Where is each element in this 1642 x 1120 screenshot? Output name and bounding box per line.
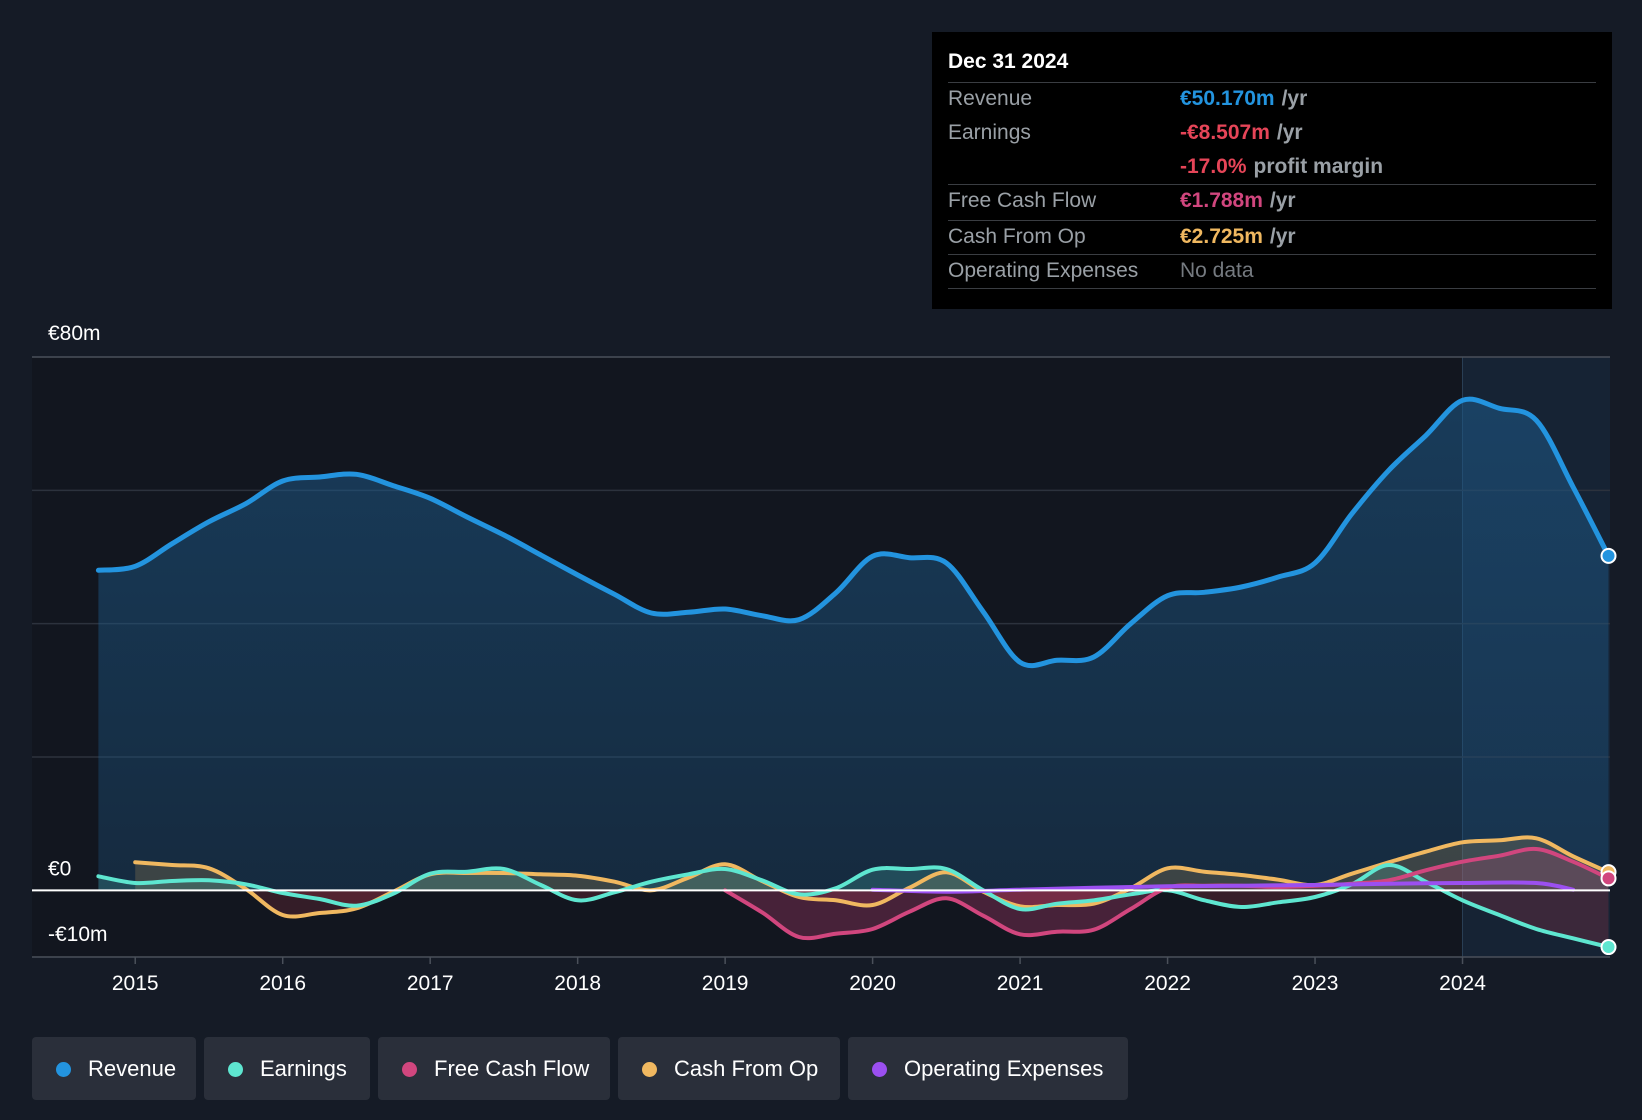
legend-dot-icon bbox=[872, 1062, 887, 1077]
tooltip-row-profit-margin: -17.0% profit margin bbox=[948, 150, 1596, 185]
legend-dot-icon bbox=[402, 1062, 417, 1077]
tooltip-unit: /yr bbox=[1269, 225, 1296, 248]
tooltip-row-cash-from-op: Cash From Op €2.725m/yr bbox=[948, 220, 1596, 255]
revenue-endpoint-marker[interactable] bbox=[1600, 547, 1617, 564]
tooltip-row-revenue: Revenue €50.170m/yr bbox=[948, 82, 1596, 117]
tooltip-panel: Dec 31 2024 Revenue €50.170m/yr Earnings… bbox=[932, 32, 1612, 309]
tooltip-unit: /yr bbox=[1269, 189, 1296, 212]
tooltip-row-operating-expenses: Operating Expenses No data bbox=[948, 254, 1596, 289]
legend-item-cash-from-op[interactable]: Cash From Op bbox=[618, 1037, 840, 1100]
earnings-area-positive bbox=[98, 864, 1442, 890]
tooltip-label: Cash From Op bbox=[948, 225, 1086, 248]
tooltip-label: Free Cash Flow bbox=[948, 189, 1097, 212]
x-axis-label: 2017 bbox=[407, 972, 454, 995]
x-axis-label: 2022 bbox=[1144, 972, 1191, 995]
tooltip-value: No data bbox=[1180, 259, 1254, 282]
y-axis-label: -€10m bbox=[48, 923, 108, 946]
x-axis-label: 2021 bbox=[997, 972, 1044, 995]
tooltip-unit: /yr bbox=[1281, 87, 1308, 110]
free-cash-flow-area-positive bbox=[1161, 848, 1609, 890]
legend-item-free-cash-flow[interactable]: Free Cash Flow bbox=[378, 1037, 610, 1100]
earnings-endpoint-marker[interactable] bbox=[1600, 939, 1617, 956]
legend-dot-icon bbox=[642, 1062, 657, 1077]
x-axis-label: 2020 bbox=[849, 972, 896, 995]
tooltip-divider bbox=[948, 288, 1596, 289]
tooltip-value: €1.788m bbox=[1180, 189, 1263, 212]
revenue-line bbox=[95, 396, 1611, 669]
legend-item-operating-expenses[interactable]: Operating Expenses bbox=[848, 1037, 1128, 1100]
tooltip-value: €2.725m bbox=[1180, 225, 1263, 248]
free-cash-flow-endpoint-marker[interactable] bbox=[1600, 870, 1617, 887]
tooltip-date: Dec 31 2024 bbox=[948, 50, 1069, 73]
legend-label: Free Cash Flow bbox=[434, 1056, 590, 1081]
x-axis-label: 2023 bbox=[1292, 972, 1339, 995]
tooltip-unit: profit margin bbox=[1253, 155, 1384, 178]
legend-dot-icon bbox=[228, 1062, 243, 1077]
legend-item-revenue[interactable]: Revenue bbox=[32, 1037, 196, 1100]
x-axis-label: 2015 bbox=[112, 972, 159, 995]
tooltip-label: Operating Expenses bbox=[948, 259, 1139, 282]
legend-label: Earnings bbox=[260, 1056, 347, 1081]
x-axis-label: 2016 bbox=[259, 972, 306, 995]
tooltip-label: Revenue bbox=[948, 87, 1033, 110]
x-axis-label: 2018 bbox=[554, 972, 601, 995]
tooltip-row-free-cash-flow: Free Cash Flow €1.788m/yr bbox=[948, 184, 1596, 219]
tooltip-unit: /yr bbox=[1276, 121, 1303, 144]
legend-item-earnings[interactable]: Earnings bbox=[204, 1037, 370, 1100]
y-axis-label: €0 bbox=[48, 857, 71, 880]
x-axis-label: 2019 bbox=[702, 972, 749, 995]
legend-label: Operating Expenses bbox=[904, 1056, 1104, 1081]
tooltip-value: -€8.507m bbox=[1180, 121, 1270, 144]
tooltip-row-earnings: Earnings -€8.507m/yr bbox=[948, 116, 1596, 151]
legend-label: Cash From Op bbox=[674, 1056, 819, 1081]
tooltip-value: -17.0% bbox=[1180, 155, 1247, 178]
legend-label: Revenue bbox=[88, 1056, 177, 1081]
tooltip-label: Earnings bbox=[948, 121, 1031, 144]
x-axis-label: 2024 bbox=[1439, 972, 1486, 995]
y-axis-label: €80m bbox=[48, 322, 101, 345]
tooltip-value: €50.170m bbox=[1180, 87, 1275, 110]
legend-dot-icon bbox=[56, 1062, 71, 1077]
